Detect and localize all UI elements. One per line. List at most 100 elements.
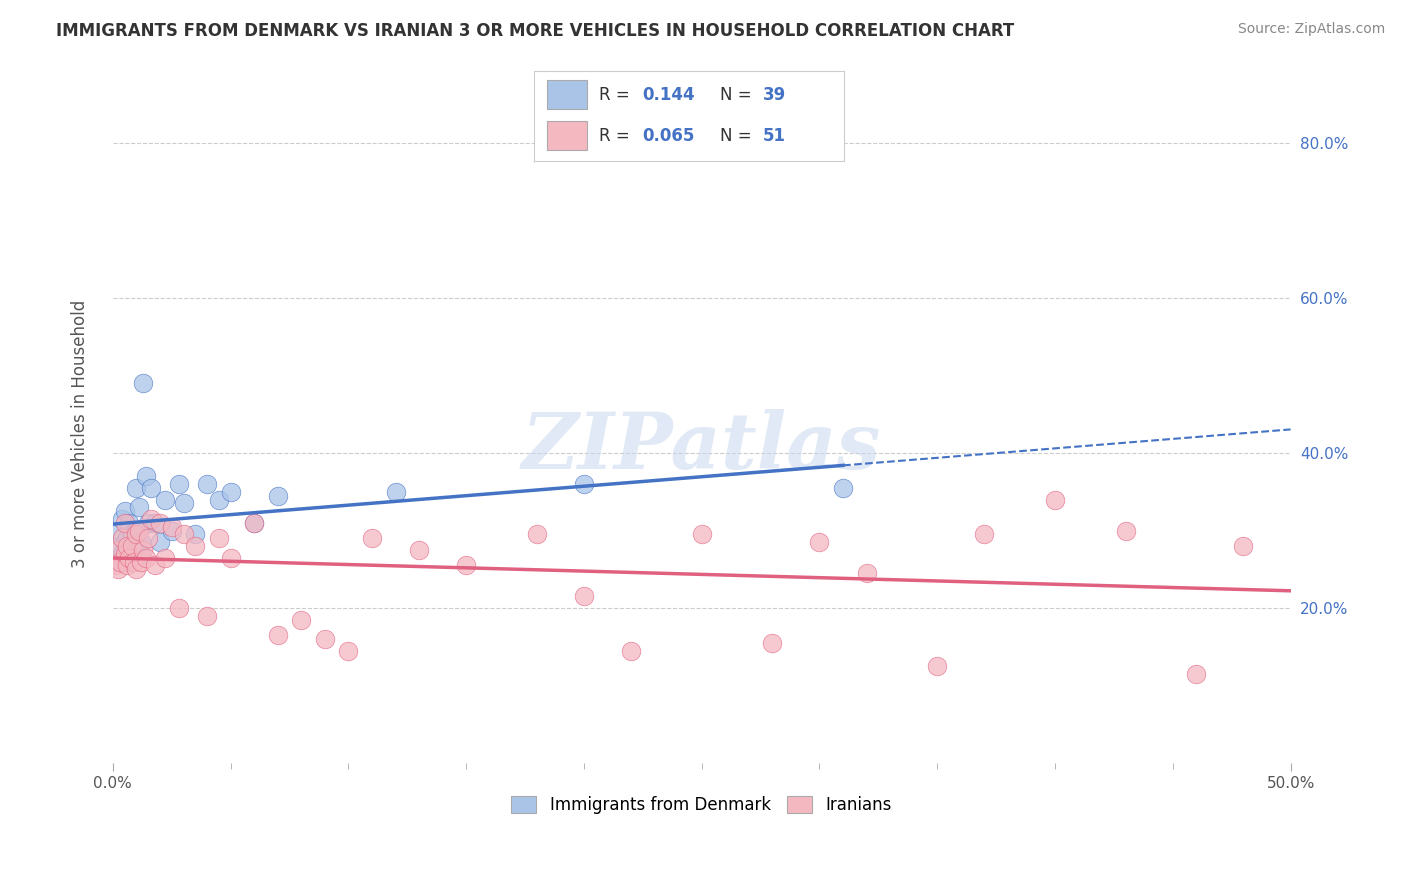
Point <box>243 516 266 530</box>
Point <box>690 527 713 541</box>
Text: 51: 51 <box>763 127 786 145</box>
Point <box>167 477 190 491</box>
Point <box>1232 539 1254 553</box>
Point <box>111 531 134 545</box>
Point <box>139 512 162 526</box>
Point <box>121 539 143 553</box>
Text: IMMIGRANTS FROM DENMARK VS IRANIAN 3 OR MORE VEHICLES IN HOUSEHOLD CORRELATION C: IMMIGRANTS FROM DENMARK VS IRANIAN 3 OR … <box>56 22 1015 40</box>
Point <box>114 516 136 530</box>
Point <box>135 469 157 483</box>
Point <box>314 632 336 646</box>
Point <box>128 524 150 538</box>
Text: R =: R = <box>599 86 636 103</box>
Point <box>143 558 166 573</box>
Point <box>114 547 136 561</box>
Point <box>115 558 138 573</box>
Point <box>128 500 150 515</box>
Point <box>121 527 143 541</box>
Point <box>160 524 183 538</box>
Point <box>219 484 242 499</box>
Point <box>620 644 643 658</box>
Point <box>195 608 218 623</box>
Point <box>456 558 478 573</box>
Point <box>129 547 152 561</box>
Point <box>115 539 138 553</box>
Text: N =: N = <box>720 127 756 145</box>
Point <box>153 492 176 507</box>
Point <box>337 644 360 658</box>
Point <box>243 516 266 530</box>
Point <box>153 550 176 565</box>
Y-axis label: 3 or more Vehicles in Household: 3 or more Vehicles in Household <box>72 300 89 568</box>
Point <box>118 516 141 530</box>
Point <box>135 550 157 565</box>
Point <box>173 527 195 541</box>
Text: N =: N = <box>720 86 756 103</box>
Point <box>149 516 172 530</box>
Point <box>973 527 995 541</box>
Point <box>118 550 141 565</box>
Point <box>143 516 166 530</box>
Point <box>125 524 148 538</box>
Point <box>1115 524 1137 538</box>
Point <box>808 535 831 549</box>
Point <box>927 659 949 673</box>
Point <box>107 543 129 558</box>
Point <box>114 535 136 549</box>
Text: Source: ZipAtlas.com: Source: ZipAtlas.com <box>1237 22 1385 37</box>
Point <box>115 555 138 569</box>
Point <box>208 492 231 507</box>
Point <box>361 531 384 545</box>
Point <box>104 555 127 569</box>
Text: R =: R = <box>599 127 636 145</box>
Bar <box>547 121 586 150</box>
Point <box>184 539 207 553</box>
Point <box>761 636 783 650</box>
Point <box>855 566 877 581</box>
Point <box>384 484 406 499</box>
Point <box>125 481 148 495</box>
Point <box>121 550 143 565</box>
Point <box>139 481 162 495</box>
Point <box>267 489 290 503</box>
Bar <box>547 80 586 109</box>
Point <box>1043 492 1066 507</box>
Point <box>108 550 131 565</box>
Point <box>267 628 290 642</box>
Point <box>132 376 155 391</box>
Point <box>832 481 855 495</box>
Point <box>114 504 136 518</box>
Point <box>107 562 129 576</box>
Point <box>572 477 595 491</box>
Point <box>129 555 152 569</box>
Point <box>160 519 183 533</box>
Point <box>104 558 127 573</box>
Text: ZIPatlas: ZIPatlas <box>522 409 882 485</box>
Point <box>122 539 145 553</box>
Point <box>149 535 172 549</box>
Point <box>108 555 131 569</box>
Point <box>132 543 155 558</box>
Text: 0.144: 0.144 <box>643 86 695 103</box>
Point <box>111 512 134 526</box>
Point <box>115 531 138 545</box>
Point <box>173 496 195 510</box>
Point <box>167 601 190 615</box>
Point <box>572 590 595 604</box>
Text: 39: 39 <box>763 86 786 103</box>
Point <box>1185 667 1208 681</box>
Point <box>108 524 131 538</box>
Point <box>122 555 145 569</box>
Point <box>290 613 312 627</box>
Point <box>526 527 548 541</box>
Point <box>125 562 148 576</box>
Point <box>208 531 231 545</box>
Point <box>118 543 141 558</box>
Point <box>136 516 159 530</box>
Point <box>107 539 129 553</box>
Point <box>125 527 148 541</box>
Point <box>195 477 218 491</box>
Point <box>111 547 134 561</box>
Point <box>408 543 430 558</box>
Point <box>219 550 242 565</box>
